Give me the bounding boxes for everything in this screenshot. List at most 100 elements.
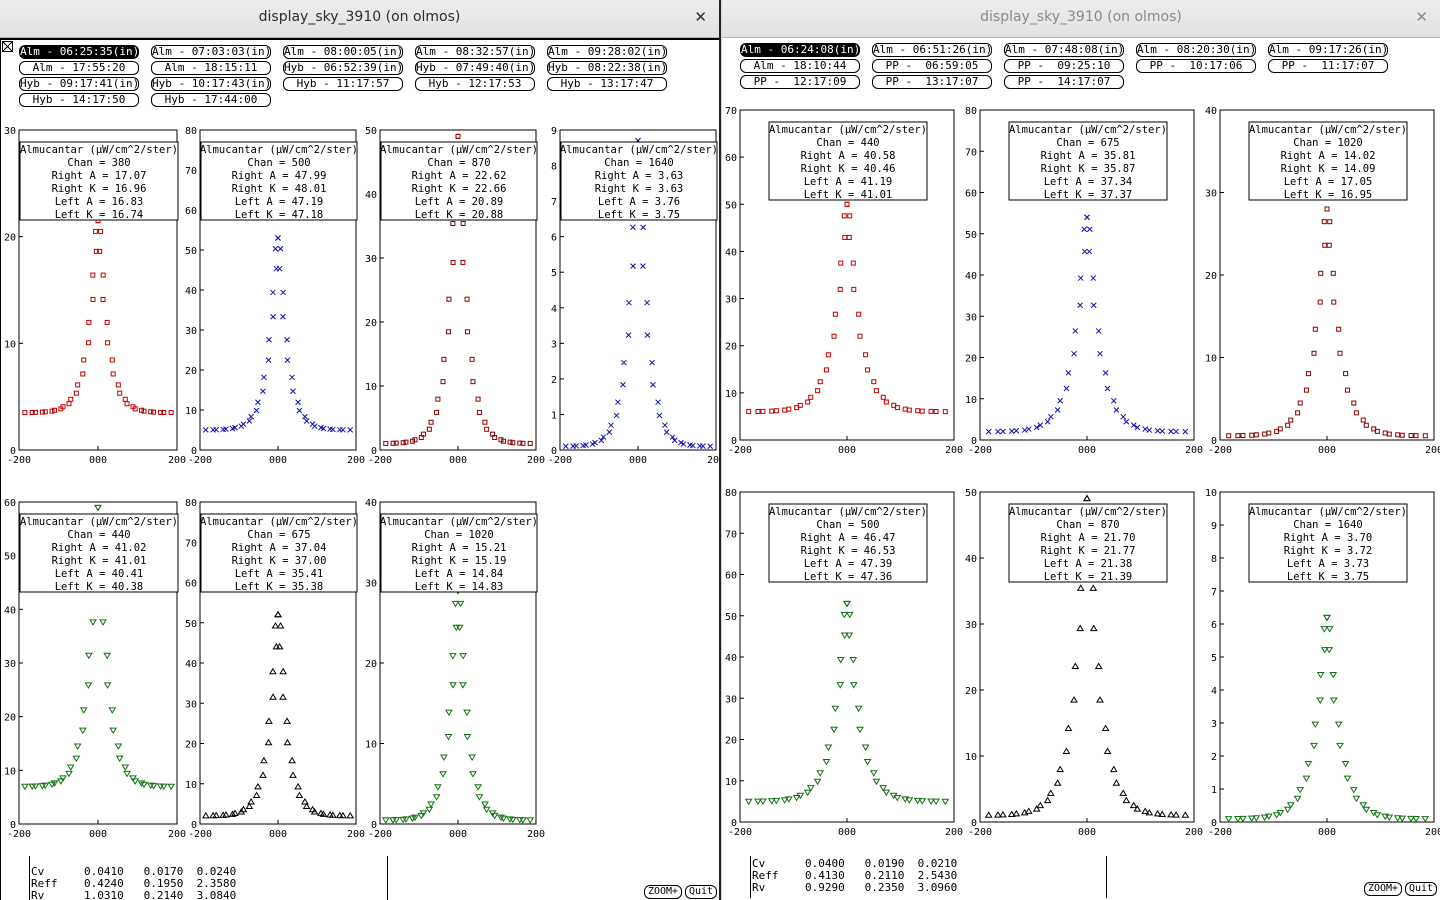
data-point bbox=[882, 789, 891, 797]
data-point bbox=[1053, 779, 1062, 786]
data-point bbox=[470, 379, 476, 385]
data-point bbox=[769, 408, 775, 414]
quit-button[interactable]: Quit bbox=[1405, 882, 1437, 896]
data-point bbox=[1330, 270, 1336, 276]
data-point bbox=[527, 440, 533, 446]
zoom-button[interactable]: ZOOM+ bbox=[1364, 882, 1402, 896]
time-button[interactable]: Alm - 09:28:02(in) bbox=[547, 45, 667, 59]
data-point bbox=[863, 758, 872, 766]
y-tick-label: 30 bbox=[965, 312, 977, 323]
time-button[interactable]: Alm - 06:24:08(in) bbox=[740, 43, 860, 57]
legend-box bbox=[1248, 503, 1408, 583]
data-point bbox=[399, 816, 408, 824]
data-point bbox=[276, 265, 283, 272]
legend-ra: Right A = 3.70 bbox=[1284, 532, 1373, 544]
legend-box bbox=[1008, 503, 1168, 583]
time-button[interactable]: Alm - 17:55:20 bbox=[19, 61, 139, 75]
x-tick-label: -200 bbox=[1208, 827, 1232, 838]
data-point bbox=[228, 810, 237, 817]
time-button[interactable]: Alm - 08:00:05(in) bbox=[283, 45, 403, 59]
data-point bbox=[1056, 765, 1065, 773]
data-point bbox=[131, 778, 140, 785]
data-point bbox=[823, 367, 829, 373]
data-point bbox=[803, 789, 812, 797]
data-point bbox=[124, 401, 130, 407]
close-icon[interactable]: ✕ bbox=[1415, 8, 1428, 26]
data-point bbox=[475, 794, 484, 801]
zoom-button[interactable]: ZOOM+ bbox=[644, 885, 682, 899]
data-point bbox=[846, 234, 852, 240]
data-point bbox=[109, 727, 118, 735]
time-button[interactable]: Hyb - 08:22:38(in) bbox=[547, 61, 667, 75]
data-point bbox=[90, 272, 96, 278]
time-button[interactable]: Alm - 07:03:03(in) bbox=[151, 45, 271, 59]
data-point bbox=[1145, 808, 1154, 816]
data-point bbox=[450, 259, 456, 265]
data-point bbox=[444, 733, 453, 741]
data-point bbox=[469, 356, 475, 362]
time-button[interactable]: Alm - 09:17:26(in) bbox=[1268, 43, 1388, 57]
data-point bbox=[1044, 418, 1051, 425]
close-box-icon[interactable] bbox=[2, 41, 13, 52]
close-icon[interactable]: ✕ bbox=[694, 8, 707, 26]
time-button[interactable]: Hyb - 11:17:57 bbox=[283, 77, 403, 91]
time-button[interactable]: PP - 06:59:05 bbox=[872, 59, 992, 73]
time-button[interactable]: Alm - 07:48:08(in) bbox=[1004, 43, 1124, 57]
time-button[interactable]: Alm - 18:15:11 bbox=[151, 61, 271, 75]
y-tick-label: 1 bbox=[1211, 785, 1217, 796]
y-tick-label: 70 bbox=[725, 529, 737, 540]
y-tick-label: 40 bbox=[365, 498, 377, 509]
legend-ra: Right A = 3.63 bbox=[595, 170, 684, 182]
legend-chan: Chan = 1020 bbox=[424, 529, 494, 541]
time-button[interactable]: Hyb - 06:52:39(in) bbox=[283, 61, 403, 75]
y-tick-label: 50 bbox=[965, 230, 977, 241]
y-tick-label: 7 bbox=[1211, 587, 1217, 598]
legend-box bbox=[200, 513, 358, 593]
quit-button[interactable]: Quit bbox=[685, 885, 717, 899]
time-button[interactable]: Hyb - 17:44:00 bbox=[151, 93, 271, 107]
time-button[interactable]: Hyb - 09:17:41(in) bbox=[19, 77, 139, 91]
data-point bbox=[805, 399, 811, 405]
y-tick-label: 40 bbox=[965, 271, 977, 282]
time-button[interactable]: Hyb - 10:17:43(in) bbox=[151, 77, 271, 91]
data-point bbox=[1413, 433, 1419, 439]
time-button[interactable]: Hyb - 14:17:50 bbox=[19, 93, 139, 107]
data-point bbox=[115, 755, 124, 763]
data-point bbox=[1421, 816, 1430, 823]
data-point bbox=[455, 624, 464, 632]
data-point bbox=[1235, 433, 1241, 439]
time-button[interactable]: PP - 13:17:07 bbox=[872, 75, 992, 89]
time-button[interactable]: PP - 09:25:10 bbox=[1004, 59, 1124, 73]
time-button[interactable]: PP - 10:17:06 bbox=[1136, 59, 1256, 73]
chart-panel: 0 10 20 30 40 50 60 70 80 -200 000 200 Almucantar (µ… bbox=[725, 488, 963, 838]
legend-chan: Chan = 500 bbox=[816, 519, 879, 531]
data-point bbox=[220, 426, 226, 433]
data-point bbox=[919, 408, 925, 414]
legend-title: Almucantar (µW/cm^2/ster) bbox=[1249, 506, 1407, 518]
data-point bbox=[1012, 809, 1021, 817]
legend-lk: Left K = 3.75 bbox=[598, 209, 680, 221]
data-point bbox=[1021, 427, 1028, 433]
x-tick-label: 000 bbox=[629, 455, 647, 466]
time-button[interactable]: Alm - 06:51:26(in) bbox=[872, 43, 992, 57]
y-tick-label: 4 bbox=[551, 304, 557, 315]
data-point bbox=[85, 340, 91, 346]
time-button[interactable]: Hyb - 13:17:47 bbox=[547, 77, 667, 91]
divider bbox=[29, 856, 30, 900]
time-button[interactable]: Alm - 08:20:30(in) bbox=[1136, 43, 1256, 57]
time-button[interactable]: PP - 11:17:07 bbox=[1268, 59, 1388, 73]
data-point bbox=[1130, 422, 1137, 429]
time-button[interactable]: Hyb - 07:49:40(in) bbox=[415, 61, 535, 75]
time-button[interactable]: Alm - 18:10:44 bbox=[740, 59, 860, 73]
time-button[interactable]: PP - 14:17:07 bbox=[1004, 75, 1124, 89]
time-button[interactable]: Alm - 06:25:35(in) bbox=[19, 45, 139, 59]
time-button[interactable]: PP - 12:17:09 bbox=[740, 75, 860, 89]
data-point bbox=[1305, 371, 1311, 377]
data-point bbox=[103, 682, 112, 689]
time-button[interactable]: Hyb - 12:17:53 bbox=[415, 77, 535, 91]
data-point bbox=[1112, 779, 1121, 786]
time-button[interactable]: Alm - 08:32:57(in) bbox=[415, 45, 535, 59]
legend-title: Almucantar (µW/cm^2/ster) bbox=[380, 516, 538, 528]
legend-title: Almucantar (µW/cm^2/ster) bbox=[20, 144, 178, 156]
legend-title: Almucantar (µW/cm^2/ster) bbox=[380, 144, 538, 156]
